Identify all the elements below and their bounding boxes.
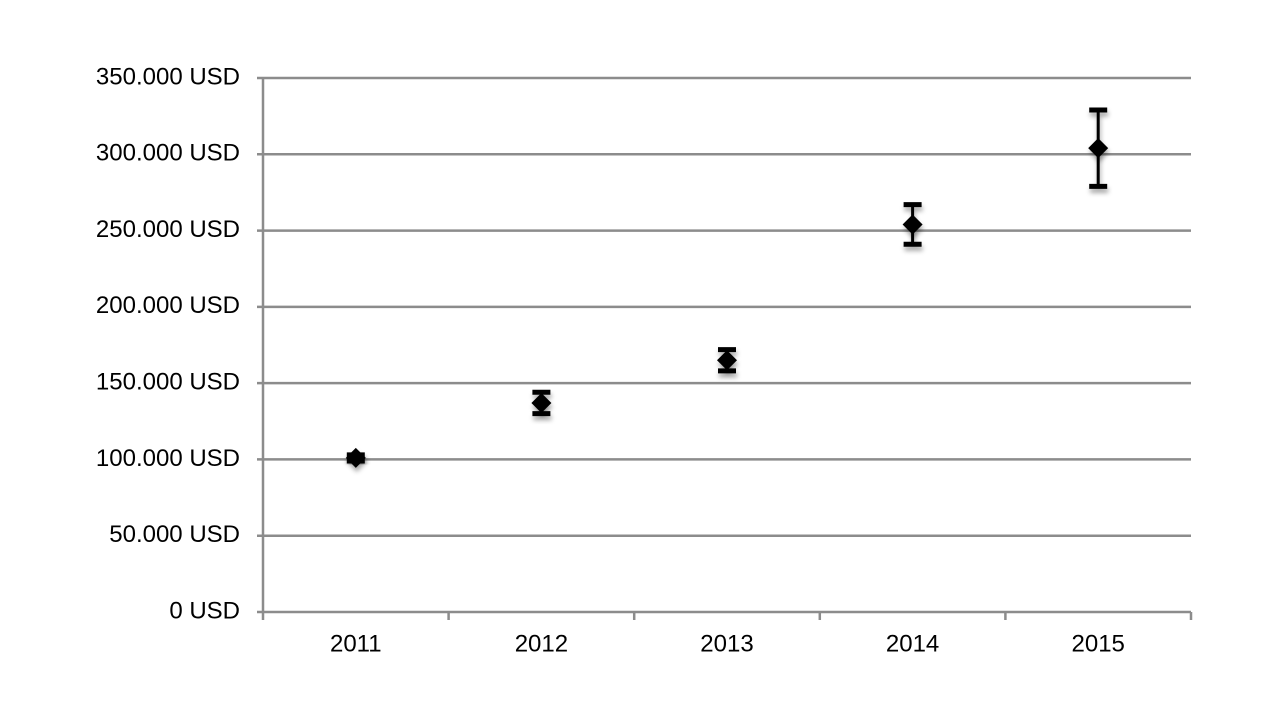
- x-tick-label: 2012: [515, 630, 568, 657]
- x-tick-label: 2013: [700, 630, 753, 657]
- marker: [902, 214, 923, 235]
- y-tick-label: 100.000 USD: [96, 445, 240, 472]
- marker: [345, 447, 366, 468]
- x-tick-label: 2011: [330, 630, 382, 657]
- y-tick-label: 150.000 USD: [96, 368, 240, 395]
- marker: [1088, 138, 1109, 159]
- marker: [717, 350, 737, 371]
- y-tick-label: 350.000 USD: [96, 63, 240, 90]
- y-tick-label: 50.000 USD: [109, 521, 240, 548]
- x-tick-label: 2015: [1072, 630, 1125, 657]
- marker: [531, 392, 552, 413]
- y-tick-label: 0 USD: [169, 597, 240, 624]
- y-tick-label: 200.000 USD: [96, 292, 240, 319]
- x-tick-label: 2014: [886, 630, 939, 657]
- y-tick-label: 250.000 USD: [96, 216, 240, 243]
- y-tick-label: 300.000 USD: [96, 140, 240, 167]
